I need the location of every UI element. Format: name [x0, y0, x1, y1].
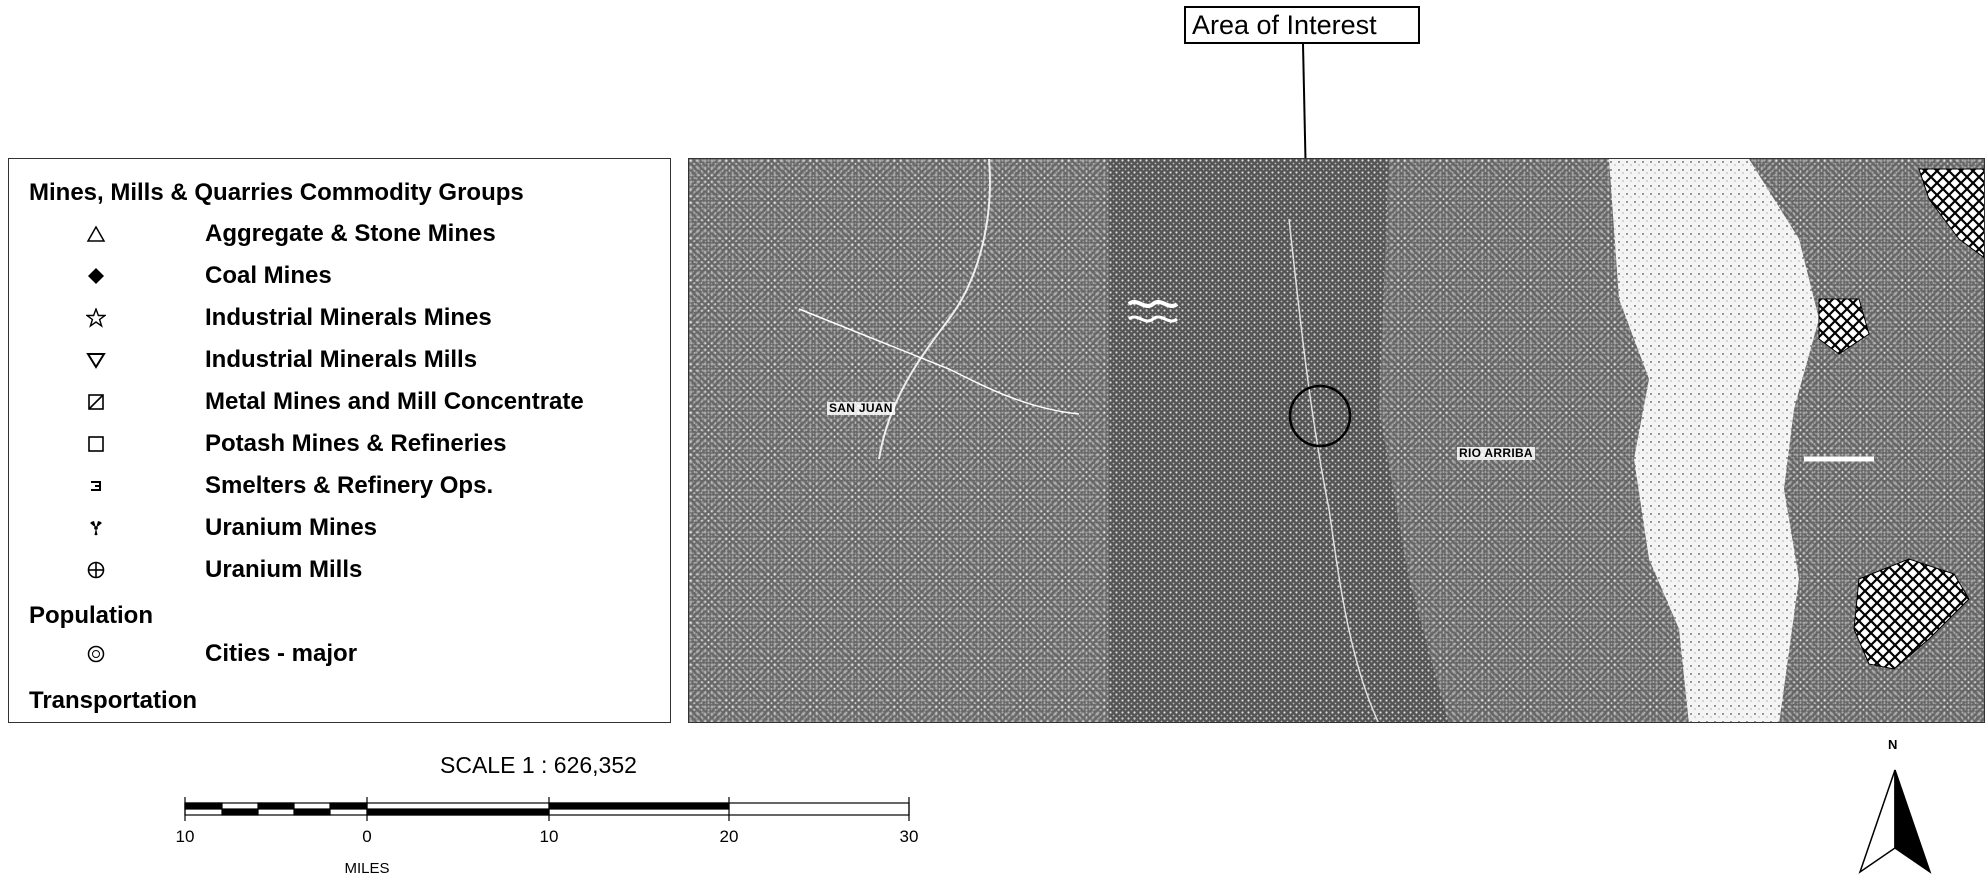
inverted-triangle-icon [71, 340, 121, 380]
map-label-san-juan: SAN JUAN [827, 401, 895, 415]
legend-population-heading: Population [29, 602, 153, 629]
legend-item-label: Metal Mines and Mill Concentrate [205, 388, 584, 415]
legend-item: Cities - major [9, 634, 669, 674]
legend-item-label: Industrial Minerals Mills [205, 346, 478, 373]
legend-item: Metal Mines and Mill Concentrate [9, 382, 669, 422]
map-legend: Mines, Mills & Quarries Commodity Groups… [8, 158, 671, 723]
area-of-interest-callout: Area of Interest [1184, 6, 1420, 44]
smelter-icon [71, 466, 121, 506]
north-arrow-label: N [1888, 737, 1898, 752]
legend-item-label: Uranium Mills [205, 556, 363, 583]
legend-item-label: Smelters & Refinery Ops. [205, 472, 494, 499]
legend-item: Industrial Minerals Mills [9, 340, 669, 380]
legend-item: Uranium Mines [9, 508, 669, 548]
legend-transportation-heading: Transportation [29, 687, 198, 714]
triangle-outline-icon [71, 214, 121, 254]
legend-item-label: Potash Mines & Refineries [205, 430, 507, 457]
scale-units: MILES [344, 860, 390, 877]
legend-item-label: Coal Mines [205, 262, 332, 289]
square-outline-icon [71, 424, 121, 464]
map-label-rio-arriba: RIO ARRIBA [1457, 446, 1535, 460]
legend-item: Aggregate & Stone Mines [9, 214, 669, 254]
scale-title: SCALE 1 : 626,352 [440, 752, 637, 778]
scale-tick-label: 30 [899, 827, 919, 846]
legend-item: Potash Mines & Refineries [9, 424, 669, 464]
legend-item-label: Industrial Minerals Mines [205, 304, 492, 331]
scale-tick-label: 0 [362, 827, 372, 846]
legend-item-label: Aggregate & Stone Mines [205, 220, 496, 247]
map-imagery [689, 159, 1984, 722]
scale-tick-label: 10 [539, 827, 559, 846]
city-circle-icon [71, 634, 121, 674]
map-view[interactable]: SAN JUAN RIO ARRIBA [688, 158, 1985, 723]
legend-item-label: Uranium Mines [205, 514, 378, 541]
legend-item: Uranium Mills [9, 550, 669, 590]
callout-label: Area of Interest [1192, 10, 1377, 40]
legend-item: Industrial Minerals Mines [9, 298, 669, 338]
radiation-icon [71, 508, 121, 548]
scale-tick-label: 20 [719, 827, 739, 846]
slashed-square-icon [71, 382, 121, 422]
legend-item: Coal Mines [9, 256, 669, 296]
diamond-filled-icon [71, 256, 121, 296]
scale-tick-label: 10 [175, 827, 195, 846]
legend-item: Smelters & Refinery Ops. [9, 466, 669, 506]
legend-title: Mines, Mills & Quarries Commodity Groups [29, 179, 524, 206]
star-outline-icon [71, 298, 121, 338]
circle-cross-icon [71, 550, 121, 590]
legend-item-label: Cities - major [205, 640, 358, 667]
